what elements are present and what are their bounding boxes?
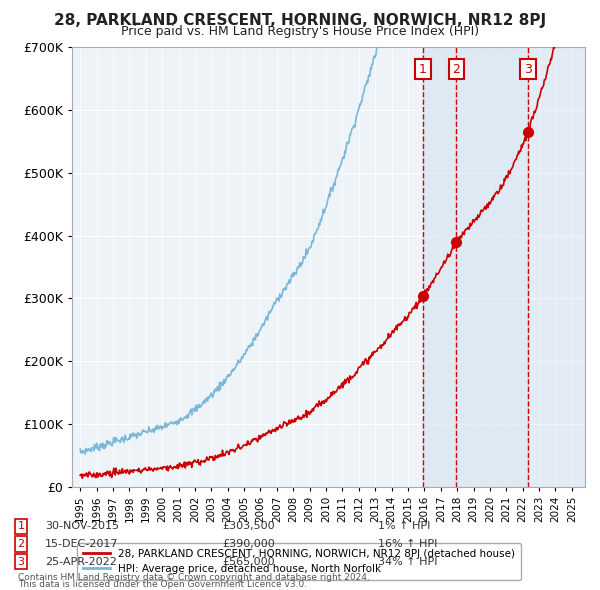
Text: 3: 3 <box>524 63 532 76</box>
Text: 1% ↑ HPI: 1% ↑ HPI <box>378 522 430 531</box>
Text: 2: 2 <box>17 539 25 549</box>
Text: Contains HM Land Registry data © Crown copyright and database right 2024.: Contains HM Land Registry data © Crown c… <box>18 573 370 582</box>
Text: 30-NOV-2015: 30-NOV-2015 <box>45 522 119 531</box>
Text: £565,000: £565,000 <box>222 557 275 566</box>
Text: 2: 2 <box>452 63 460 76</box>
Text: £303,500: £303,500 <box>222 522 275 531</box>
Legend: 28, PARKLAND CRESCENT, HORNING, NORWICH, NR12 8PJ (detached house), HPI: Average: 28, PARKLAND CRESCENT, HORNING, NORWICH,… <box>77 543 521 580</box>
Text: This data is licensed under the Open Government Licence v3.0.: This data is licensed under the Open Gov… <box>18 580 307 589</box>
Text: 3: 3 <box>17 557 25 566</box>
Text: £390,000: £390,000 <box>222 539 275 549</box>
Text: Price paid vs. HM Land Registry's House Price Index (HPI): Price paid vs. HM Land Registry's House … <box>121 25 479 38</box>
Bar <box>423 47 457 487</box>
Text: 1: 1 <box>17 522 25 531</box>
Text: 34% ↑ HPI: 34% ↑ HPI <box>378 557 437 566</box>
Text: 16% ↑ HPI: 16% ↑ HPI <box>378 539 437 549</box>
Text: 15-DEC-2017: 15-DEC-2017 <box>45 539 119 549</box>
Bar <box>457 47 528 487</box>
Text: 1: 1 <box>419 63 427 76</box>
Text: 25-APR-2022: 25-APR-2022 <box>45 557 117 566</box>
Bar <box>528 47 585 487</box>
Text: 28, PARKLAND CRESCENT, HORNING, NORWICH, NR12 8PJ: 28, PARKLAND CRESCENT, HORNING, NORWICH,… <box>54 13 546 28</box>
